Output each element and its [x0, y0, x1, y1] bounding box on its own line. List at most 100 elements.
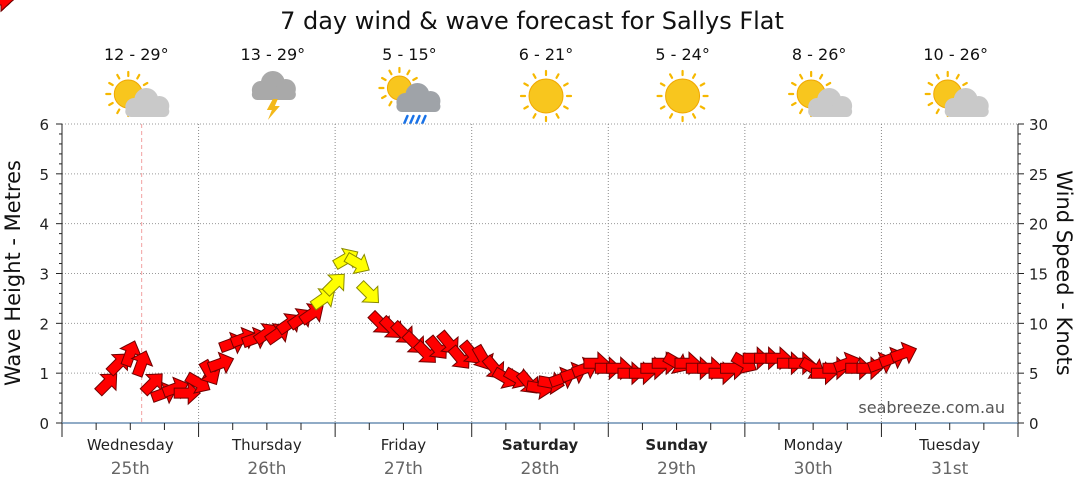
cloud-base [251, 89, 296, 100]
sun-ray [799, 108, 804, 115]
wind-arrow [424, 334, 448, 359]
sun-ray [819, 73, 824, 80]
left-tick-label: 6 [39, 116, 49, 134]
right-tick-label: 10 [1029, 315, 1048, 333]
right-tick-label: 30 [1029, 116, 1048, 134]
partly-cloudy-icon [105, 70, 170, 118]
sun-ray [555, 73, 560, 79]
x-day-label: Monday [784, 436, 843, 454]
wind-arrow [321, 273, 345, 297]
rain-drop [403, 114, 409, 125]
sun-ray [659, 105, 666, 110]
cloud-shape [125, 88, 170, 117]
day-temp-range: 5 - 15° [382, 45, 436, 64]
day-temp-range: 12 - 29° [104, 45, 169, 64]
sun-ray [108, 81, 114, 87]
sun-ray [136, 73, 141, 80]
sun-ray [699, 82, 706, 87]
wind-arrow [130, 350, 154, 378]
sun-ray [116, 108, 121, 115]
left-tick-label: 2 [39, 315, 49, 333]
wind-arrow [343, 251, 370, 275]
right-tick-label: 25 [1029, 166, 1048, 184]
cloud-shape [808, 88, 853, 117]
sun-ray [825, 81, 832, 87]
sun-ray [532, 73, 537, 79]
sun-ray [116, 73, 121, 80]
day-temp-range: 10 - 26° [923, 45, 988, 64]
day-temp-range: 5 - 24° [655, 45, 709, 64]
chart-title: 7 day wind & wave forecast for Sallys Fl… [280, 7, 784, 35]
day-temp-range: 8 - 26° [792, 45, 846, 64]
sun-ray [935, 108, 940, 115]
wind-arrows [0, 0, 918, 406]
cloud-base [396, 101, 441, 112]
sun-ray [927, 101, 934, 107]
x-day-label: Tuesday [918, 436, 980, 454]
right-tick-label: 20 [1029, 216, 1048, 234]
x-date-label: 25th [111, 459, 150, 479]
chart-axes: 0 1 2 3 4 5 6 0 5 10 15 20 25 30 Wednesday 25th Thursday… [39, 116, 1048, 479]
sun-disc [528, 78, 564, 114]
partly-cloudy-icon [924, 70, 989, 118]
sun-ray [790, 101, 797, 107]
sun-ray [388, 100, 393, 107]
left-tick-label: 1 [39, 365, 49, 383]
sun-icon [656, 69, 709, 123]
sun-ray [142, 81, 149, 87]
sun-ray [563, 82, 569, 87]
wind-arrow [206, 351, 235, 375]
partly-cloudy-icon [788, 70, 853, 118]
sun-icon [519, 69, 573, 123]
sun-ray [555, 113, 560, 119]
sun-ray [691, 113, 697, 119]
sun-ray [381, 94, 387, 100]
x-day-label: Saturday [502, 436, 579, 454]
storm-cloud-icon [251, 71, 296, 120]
day-temp-range: 6 - 21° [519, 45, 573, 64]
left-tick-label: 0 [39, 415, 49, 433]
right-axis-label: Wind Speed - Knots [1052, 170, 1076, 375]
left-tick-label: 4 [39, 216, 49, 234]
sun-ray [412, 76, 418, 82]
x-date-label: 28th [520, 459, 559, 479]
wind-arrow [173, 380, 201, 406]
x-date-label: 26th [247, 459, 286, 479]
left-tick-label: 5 [39, 166, 49, 184]
sun-ray [659, 82, 666, 87]
rain-drop [415, 114, 421, 125]
sun-ray [935, 73, 940, 80]
wind-arrow [94, 373, 118, 397]
sun-ray [790, 81, 797, 87]
wind-arrow [412, 339, 436, 363]
sun-cloud-rain-icon [378, 66, 441, 125]
sun-ray [927, 81, 934, 87]
sun-ray [668, 73, 674, 79]
rain-drop [421, 114, 427, 125]
day-forecast-headers: 12 - 29° 13 - 29° 5 - 15° 6 - 21° 5 - 24° 8 -… [104, 45, 989, 125]
cloud-shape [251, 71, 296, 100]
sun-ray [388, 69, 393, 76]
rain-drop [409, 114, 415, 125]
x-date-label: 27th [384, 459, 423, 479]
sun-ray [699, 105, 706, 110]
sun-ray [532, 113, 537, 119]
left-tick-label: 3 [39, 266, 49, 284]
cloud-base [944, 106, 989, 117]
cloud-base [808, 106, 853, 117]
sun-ray [381, 76, 387, 82]
watermark: seabreeze.com.au [858, 398, 1005, 417]
sun-ray [955, 73, 960, 80]
sun-ray [563, 105, 569, 110]
right-tick-label: 5 [1029, 365, 1039, 383]
cloud-shape [396, 83, 441, 112]
sun-ray [406, 69, 411, 76]
sun-disc [665, 78, 701, 114]
x-date-label: 30th [794, 459, 833, 479]
cloud-shape [944, 88, 989, 117]
wind-arrow [447, 344, 470, 369]
wind-arrow [889, 341, 918, 365]
right-tick-label: 0 [1029, 415, 1039, 433]
day-temp-range: 13 - 29° [241, 45, 306, 64]
